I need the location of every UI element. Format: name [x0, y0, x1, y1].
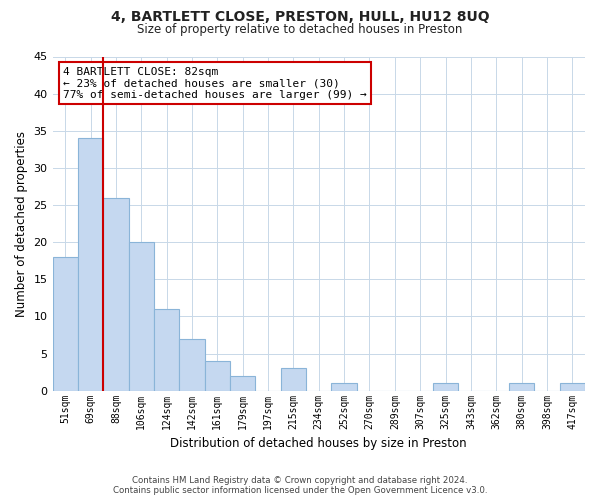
Bar	[281, 368, 306, 390]
Bar	[103, 198, 128, 390]
Bar	[205, 361, 230, 390]
Bar	[154, 309, 179, 390]
Bar	[560, 383, 585, 390]
Y-axis label: Number of detached properties: Number of detached properties	[15, 130, 28, 316]
Bar	[78, 138, 103, 390]
Bar	[331, 383, 357, 390]
Text: 4, BARTLETT CLOSE, PRESTON, HULL, HU12 8UQ: 4, BARTLETT CLOSE, PRESTON, HULL, HU12 8…	[110, 10, 490, 24]
Text: Size of property relative to detached houses in Preston: Size of property relative to detached ho…	[137, 22, 463, 36]
Bar	[179, 338, 205, 390]
Bar	[128, 242, 154, 390]
Text: 4 BARTLETT CLOSE: 82sqm
← 23% of detached houses are smaller (30)
77% of semi-de: 4 BARTLETT CLOSE: 82sqm ← 23% of detache…	[63, 66, 367, 100]
X-axis label: Distribution of detached houses by size in Preston: Distribution of detached houses by size …	[170, 437, 467, 450]
Bar	[433, 383, 458, 390]
Bar	[509, 383, 534, 390]
Text: Contains HM Land Registry data © Crown copyright and database right 2024.
Contai: Contains HM Land Registry data © Crown c…	[113, 476, 487, 495]
Bar	[53, 257, 78, 390]
Bar	[230, 376, 256, 390]
